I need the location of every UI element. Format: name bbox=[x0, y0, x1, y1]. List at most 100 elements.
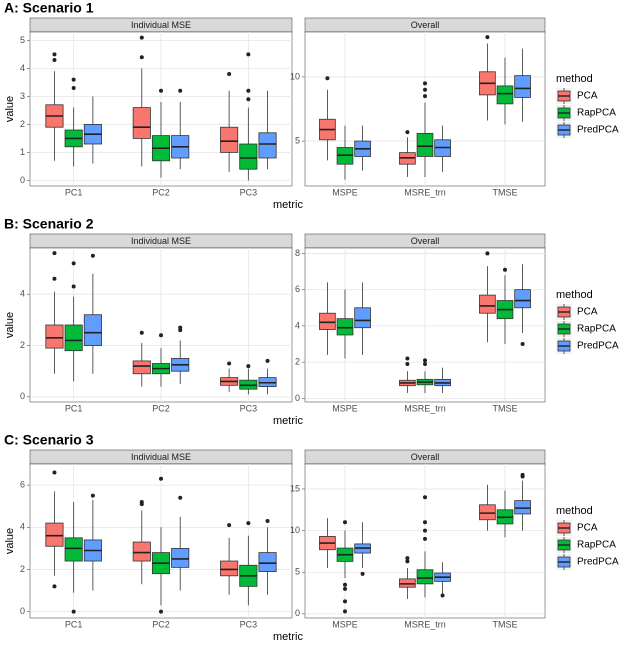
outlier bbox=[246, 52, 251, 57]
box bbox=[479, 504, 496, 521]
y-tick-label: 10 bbox=[290, 71, 300, 81]
box bbox=[416, 132, 434, 157]
x-tick-label: PC3 bbox=[240, 619, 258, 629]
strip-label: Individual MSE bbox=[131, 20, 191, 30]
box bbox=[132, 541, 151, 562]
outlier bbox=[52, 251, 57, 256]
y-tick-label: 6 bbox=[20, 479, 25, 489]
outlier bbox=[71, 261, 76, 266]
x-tick-label: MSRE_trn bbox=[404, 619, 446, 629]
scenario-title: B: Scenario 2 bbox=[4, 216, 94, 232]
outlier bbox=[520, 472, 525, 477]
outlier bbox=[423, 528, 427, 533]
outlier bbox=[246, 364, 251, 369]
y-tick-label: 5 bbox=[295, 135, 300, 145]
strip-label: Individual MSE bbox=[131, 452, 191, 462]
y-tick-label: 2 bbox=[295, 357, 300, 367]
box bbox=[220, 126, 239, 153]
x-tick-label: MSPE bbox=[332, 619, 358, 629]
box bbox=[514, 75, 531, 98]
outlier bbox=[139, 499, 144, 504]
outlier bbox=[159, 88, 163, 93]
legend-label: PCA bbox=[577, 91, 598, 102]
y-tick-label: 0 bbox=[20, 606, 25, 616]
x-tick-label: PC2 bbox=[152, 403, 170, 413]
outlier bbox=[343, 599, 347, 604]
outlier bbox=[265, 518, 270, 523]
x-tick-label: TMSE bbox=[492, 187, 517, 197]
outlier bbox=[139, 330, 144, 335]
outlier bbox=[246, 521, 251, 526]
x-tick-label: PC3 bbox=[240, 403, 258, 413]
box bbox=[336, 318, 354, 336]
y-tick-label: 4 bbox=[295, 320, 300, 330]
outlier bbox=[405, 356, 410, 361]
outlier bbox=[178, 495, 183, 500]
y-tick-label: 3 bbox=[20, 91, 25, 101]
outlier bbox=[343, 582, 347, 587]
strip-label: Individual MSE bbox=[131, 236, 191, 246]
legend-title: method bbox=[556, 505, 593, 517]
box bbox=[479, 294, 496, 314]
box bbox=[45, 522, 64, 547]
outlier bbox=[90, 493, 95, 498]
box bbox=[239, 143, 258, 170]
outlier bbox=[227, 523, 232, 528]
x-axis-label: metric bbox=[273, 631, 303, 643]
legend-title: method bbox=[556, 73, 593, 85]
x-tick-label: TMSE bbox=[492, 619, 517, 629]
y-tick-label: 4 bbox=[20, 289, 25, 299]
x-axis-label: metric bbox=[273, 199, 303, 211]
outlier bbox=[405, 556, 410, 561]
y-axis-label: value bbox=[4, 96, 16, 122]
outlier bbox=[52, 52, 57, 57]
outlier bbox=[265, 358, 270, 363]
outlier bbox=[52, 276, 57, 281]
outlier bbox=[503, 267, 507, 272]
y-tick-label: 15 bbox=[290, 483, 300, 493]
box bbox=[354, 307, 371, 329]
outlier bbox=[159, 609, 163, 614]
box bbox=[132, 360, 151, 375]
outlier bbox=[52, 58, 57, 62]
x-tick-label: PC2 bbox=[152, 619, 170, 629]
legend-label: PCA bbox=[577, 523, 598, 534]
outlier bbox=[485, 251, 490, 256]
outlier bbox=[423, 87, 427, 92]
outlier bbox=[139, 55, 144, 60]
y-tick-label: 1 bbox=[20, 147, 25, 157]
y-tick-label: 8 bbox=[295, 248, 300, 258]
outlier bbox=[440, 593, 445, 598]
legend-label: PredPCA bbox=[577, 341, 619, 352]
outlier bbox=[423, 81, 427, 86]
outlier bbox=[90, 253, 95, 258]
legend-label: PCA bbox=[577, 307, 598, 318]
y-axis-label: value bbox=[4, 312, 16, 338]
box bbox=[514, 289, 531, 309]
x-tick-label: MSRE_trn bbox=[404, 187, 446, 197]
outlier bbox=[325, 76, 330, 81]
box bbox=[319, 312, 336, 330]
outlier bbox=[520, 342, 525, 347]
y-tick-label: 5 bbox=[20, 35, 25, 45]
legend-label: RapPCA bbox=[577, 108, 616, 119]
y-tick-label: 0 bbox=[20, 175, 25, 185]
y-tick-label: 10 bbox=[290, 525, 300, 535]
strip-label: Overall bbox=[411, 452, 440, 462]
outlier bbox=[71, 77, 76, 82]
outlier bbox=[227, 361, 232, 366]
box bbox=[416, 569, 434, 585]
outlier bbox=[423, 358, 427, 363]
legend-label: PredPCA bbox=[577, 125, 619, 136]
y-tick-label: 6 bbox=[295, 284, 300, 294]
box bbox=[64, 537, 83, 562]
box bbox=[132, 107, 151, 139]
outlier bbox=[343, 520, 347, 525]
outlier bbox=[71, 609, 76, 614]
outlier bbox=[405, 130, 410, 135]
outlier bbox=[360, 571, 365, 576]
outlier bbox=[246, 88, 251, 93]
box bbox=[83, 314, 102, 346]
scenario-title: A: Scenario 1 bbox=[4, 0, 94, 16]
